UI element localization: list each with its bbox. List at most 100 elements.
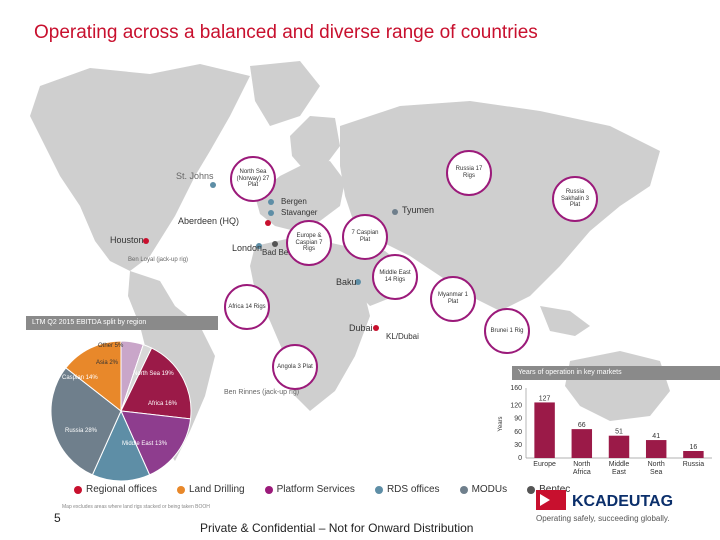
pie-label-north-sea: North Sea 19% (133, 371, 174, 377)
map-asia (340, 101, 660, 311)
legend-item-modus: MODUs (459, 484, 508, 495)
pie-label-other: Other 5% (98, 343, 124, 349)
label-bergen: Bergen (281, 197, 307, 206)
bar-value-label: 51 (615, 429, 623, 436)
bar-north-sea (645, 440, 667, 458)
legend-dot-icon (527, 485, 536, 494)
x-tick-label: Russia (683, 461, 705, 468)
marker-bergen (268, 199, 274, 205)
marker-london (256, 243, 262, 249)
x-tick-label: Middle (609, 461, 630, 468)
callout-russia: Russia 17 Rigs (446, 150, 492, 196)
legend-item-land-drilling: Land Drilling (176, 484, 245, 495)
marker-stavanger (268, 210, 274, 216)
confidentiality-footer: Private & Confidential – Not for Onward … (200, 521, 474, 535)
logo-wordmark: KCADEUTAG (572, 493, 673, 510)
y-tick-label: 60 (514, 429, 522, 436)
callout-russia-sakhalin: Russia Sakhalin 3 Plat (552, 176, 598, 222)
marker-bad-bentheim (272, 241, 278, 247)
label-ben-loyal: Ben Loyal (jack-up rig) (128, 257, 189, 263)
legend-dot-icon (374, 485, 383, 494)
y-tick-label: 120 (510, 403, 522, 410)
bar-russia (683, 451, 704, 458)
pie-label-russia: Russia 28% (65, 428, 98, 434)
marker-st-johns (210, 182, 216, 188)
map-greenland (250, 61, 320, 126)
marker-baku (355, 279, 361, 285)
pie-slice-russia (50, 367, 122, 476)
marker-aberdeen (265, 220, 271, 226)
callout-angola: Angola 3 Plat (272, 344, 318, 390)
map-europe (255, 161, 345, 231)
legend-dot-icon (176, 485, 185, 494)
world-map (30, 61, 670, 461)
x-tick-label: Sea (650, 469, 663, 476)
callout-middle-east: Middle East 14 Rigs (372, 254, 418, 300)
label-ben-rinnes: Ben Rinnes (jack-up rig) (224, 389, 300, 396)
map-scandinavia (290, 116, 340, 171)
legend-label: Regional offices (86, 484, 157, 495)
pie-label-asia: Asia 2% (96, 360, 119, 366)
logo-tagline: Operating safely, succeeding globally. (536, 514, 670, 523)
map-africa (250, 236, 370, 411)
legend-dot-icon (459, 485, 468, 494)
x-tick-label: North (573, 461, 590, 468)
x-tick-label: Africa (573, 469, 591, 476)
label-houston: Houston (110, 235, 144, 245)
bar-europe (534, 402, 555, 458)
pie-slice-africa (120, 410, 192, 476)
y-axis-label: Years (498, 416, 504, 431)
marker-tyumen (392, 209, 398, 215)
legend-dot-icon (264, 485, 273, 494)
x-tick-label: East (612, 469, 626, 476)
pie-label-middle-east: Middle East 13% (122, 441, 168, 447)
legend-dot-icon (74, 485, 82, 494)
bar-value-label: 16 (690, 444, 698, 451)
callout-africa: Africa 14 Rigs (224, 284, 270, 330)
kca-deutag-logo: KCADEUTAG (536, 490, 673, 510)
callout-europe-caspian: Europe & Caspian 7 Rigs (286, 220, 332, 266)
legend-label: RDS offices (386, 484, 440, 495)
legend-item-platform-services: Platform Services (264, 484, 355, 495)
legend-item-regional-offices: Regional offices (74, 484, 157, 495)
page-title: Operating across a balanced and diverse … (34, 22, 538, 43)
map-legend: Regional offices Land Drilling Platform … (74, 484, 584, 495)
bar-value-label: 41 (652, 433, 660, 440)
marker-houston (143, 238, 149, 244)
label-aberdeen: Aberdeen (HQ) (178, 216, 240, 226)
pie-slice-caspian (65, 340, 122, 413)
callout-north-sea: North Sea (Norway) 27 Plat (230, 156, 276, 202)
bar-north-africa (571, 429, 593, 458)
y-tick-label: 90 (514, 416, 522, 423)
pie-header: LTM Q2 2015 EBITDA split by region (26, 316, 218, 330)
y-tick-label: 30 (514, 442, 522, 449)
x-tick-label: North (648, 461, 665, 468)
map-se-asia (540, 306, 590, 336)
label-st-johns: St. Johns (176, 171, 214, 181)
legend-label: MODUs (471, 484, 508, 495)
label-tyumen: Tyumen (402, 205, 435, 215)
pie-slice-north-sea (120, 347, 192, 420)
label-london: London (232, 243, 263, 253)
y-tick-label: 0 (518, 455, 522, 462)
x-tick-label: Europe (533, 461, 556, 468)
label-stavanger: Stavanger (281, 208, 318, 217)
legend-label: Bentec (539, 484, 571, 495)
legend-label: Platform Services (276, 484, 355, 495)
callout-brunei: Brunei 1 Rig (484, 308, 530, 354)
years-bar-chart: Years0306090120160127Europe66NorthAfrica… (498, 385, 712, 476)
label-kl: KL/Dubai (386, 332, 419, 341)
bar-value-label: 127 (539, 395, 551, 402)
label-dubai: Dubai (349, 323, 373, 333)
pie-label-africa: Africa 16% (148, 401, 178, 407)
legend-label: Land Drilling (188, 484, 245, 495)
y-tick-label: 160 (510, 385, 522, 392)
page-number: 5 (54, 511, 61, 525)
bar-value-label: 66 (578, 422, 586, 429)
legend-item-rds-offices: RDS offices (374, 484, 440, 495)
bar-header: Years of operation in key markets (512, 366, 720, 380)
label-baku: Baku (336, 277, 357, 287)
pie-label-caspian: Caspian 14% (62, 375, 98, 381)
callout-myanmar: Myanmar 1 Plat (430, 276, 476, 322)
callout-caspian-plat: 7 Caspian Plat (342, 214, 388, 260)
